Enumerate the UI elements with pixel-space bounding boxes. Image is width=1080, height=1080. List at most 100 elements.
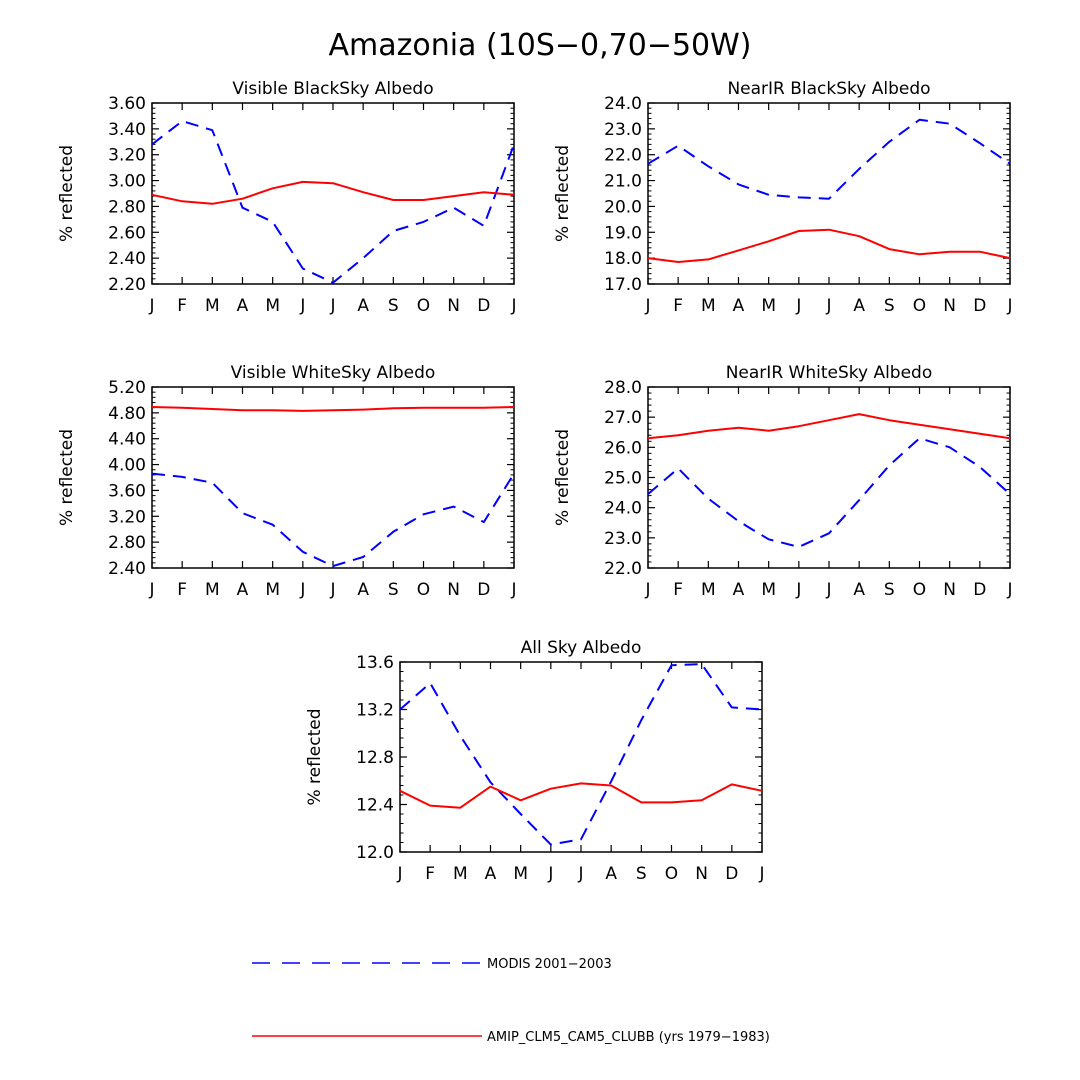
x-tick-label: N bbox=[695, 864, 708, 884]
panel-title: All Sky Albedo bbox=[521, 638, 642, 658]
panels: Visible BlackSky Albedo % reflected 2.20 2.… bbox=[57, 79, 1013, 884]
y-tick-label: 13.2 bbox=[356, 701, 394, 721]
x-tick-label: M bbox=[265, 580, 280, 600]
y-tick-label: 2.40 bbox=[108, 249, 146, 269]
x-tick-label: O bbox=[913, 580, 926, 600]
x-tick-label: J bbox=[644, 580, 650, 600]
x-tick-label: S bbox=[884, 296, 895, 316]
y-tick-label: 18.0 bbox=[604, 249, 642, 269]
x-tick-label: A bbox=[733, 296, 745, 316]
x-tick-label: F bbox=[673, 580, 683, 600]
x-tick-label: O bbox=[913, 296, 926, 316]
series-line-modis bbox=[151, 120, 515, 284]
y-tick-label: 12.8 bbox=[356, 748, 394, 768]
x-tick-label: S bbox=[884, 580, 895, 600]
x-tick-label: J bbox=[510, 296, 516, 316]
y-tick-label: 28.0 bbox=[604, 378, 642, 398]
x-tick-label: S bbox=[636, 864, 647, 884]
y-tick-label: 3.60 bbox=[108, 481, 146, 501]
y-tick-label: 19.0 bbox=[604, 223, 642, 243]
x-tick-label: F bbox=[425, 864, 435, 884]
y-tick-label: 3.00 bbox=[108, 172, 146, 192]
y-tick-label: 2.40 bbox=[108, 559, 146, 579]
x-tick-label: J bbox=[825, 580, 831, 600]
y-tick-label: 4.00 bbox=[108, 456, 146, 476]
y-tick-label: 4.80 bbox=[108, 404, 146, 424]
y-axis-label: % reflected bbox=[57, 429, 77, 526]
series-line-modis bbox=[647, 437, 1011, 548]
series-line-amip bbox=[647, 413, 1011, 440]
x-tick-label: A bbox=[853, 580, 865, 600]
x-tick-label: A bbox=[237, 296, 249, 316]
y-tick-label: 24.0 bbox=[604, 94, 642, 114]
panel-title: NearIR BlackSky Albedo bbox=[727, 79, 930, 99]
series-line-amip bbox=[151, 180, 515, 205]
x-tick-label: J bbox=[1006, 296, 1012, 316]
x-tick-label: J bbox=[329, 296, 335, 316]
x-tick-label: A bbox=[733, 580, 745, 600]
y-tick-label: 17.0 bbox=[604, 275, 642, 295]
panel-title: Visible WhiteSky Albedo bbox=[231, 363, 436, 383]
series-line-modis bbox=[647, 118, 1011, 200]
x-tick-label: A bbox=[853, 296, 865, 316]
y-tick-label: 26.0 bbox=[604, 438, 642, 458]
plot-frame bbox=[647, 102, 1011, 285]
x-tick-label: N bbox=[943, 580, 956, 600]
x-tick-label: D bbox=[477, 296, 490, 316]
y-tick-label: 2.80 bbox=[108, 533, 146, 553]
x-tick-label: A bbox=[357, 580, 369, 600]
main-title: Amazonia (10S−0,70−50W) bbox=[328, 28, 751, 63]
x-tick-label: D bbox=[973, 580, 986, 600]
series-line-modis bbox=[399, 663, 763, 846]
x-tick-label: D bbox=[973, 296, 986, 316]
x-tick-label: A bbox=[485, 864, 497, 884]
x-tick-label: J bbox=[795, 580, 801, 600]
x-tick-label: J bbox=[148, 580, 154, 600]
y-tick-label: 3.20 bbox=[108, 146, 146, 166]
plot-frame bbox=[647, 386, 1011, 569]
x-tick-label: M bbox=[453, 864, 468, 884]
x-tick-label: J bbox=[299, 296, 305, 316]
x-tick-label: F bbox=[177, 296, 187, 316]
y-tick-label: 2.60 bbox=[108, 223, 146, 243]
y-tick-label: 25.0 bbox=[604, 469, 642, 489]
y-tick-label: 3.20 bbox=[108, 507, 146, 527]
y-axis-label: % reflected bbox=[57, 145, 77, 242]
panel-title: Visible BlackSky Albedo bbox=[232, 79, 433, 99]
x-tick-label: D bbox=[725, 864, 738, 884]
chart-panel: All Sky Albedo % reflected 12.0 12.4 12.8 13.… bbox=[305, 638, 765, 884]
y-tick-label: 12.0 bbox=[356, 843, 394, 863]
y-tick-label: 4.40 bbox=[108, 430, 146, 450]
x-tick-label: J bbox=[795, 296, 801, 316]
series-line-amip bbox=[647, 228, 1011, 263]
plot-frame bbox=[151, 102, 515, 285]
x-tick-label: J bbox=[758, 864, 764, 884]
plot-frame bbox=[399, 661, 763, 853]
y-tick-label: 23.0 bbox=[604, 529, 642, 549]
x-tick-label: M bbox=[761, 296, 776, 316]
x-tick-label: J bbox=[577, 864, 583, 884]
y-tick-label: 22.0 bbox=[604, 559, 642, 579]
plot-frame bbox=[151, 386, 515, 569]
panel-title: NearIR WhiteSky Albedo bbox=[726, 363, 933, 383]
x-tick-label: J bbox=[510, 580, 516, 600]
chart-panel: Visible WhiteSky Albedo % reflected 2.40 2.… bbox=[57, 363, 517, 600]
y-tick-label: 20.0 bbox=[604, 197, 642, 217]
x-tick-label: A bbox=[605, 864, 617, 884]
x-tick-label: J bbox=[644, 296, 650, 316]
x-tick-label: N bbox=[447, 296, 460, 316]
legend-label: AMIP_CLM5_CAM5_CLUBB (yrs 1979−1983) bbox=[487, 1030, 770, 1045]
y-axis-label: % reflected bbox=[305, 708, 325, 805]
x-tick-label: J bbox=[329, 580, 335, 600]
x-tick-label: O bbox=[417, 580, 430, 600]
y-tick-label: 23.0 bbox=[604, 120, 642, 140]
y-tick-label: 27.0 bbox=[604, 408, 642, 428]
x-tick-label: M bbox=[205, 296, 220, 316]
series-line-modis bbox=[151, 472, 515, 568]
legend: MODIS 2001−2003 AMIP_CLM5_CAM5_CLUBB (yrs… bbox=[252, 957, 770, 1045]
chart-panel: Visible BlackSky Albedo % reflected 2.20 2.… bbox=[57, 79, 517, 316]
x-tick-label: O bbox=[665, 864, 678, 884]
y-axis-label: % reflected bbox=[553, 145, 573, 242]
x-tick-label: M bbox=[513, 864, 528, 884]
